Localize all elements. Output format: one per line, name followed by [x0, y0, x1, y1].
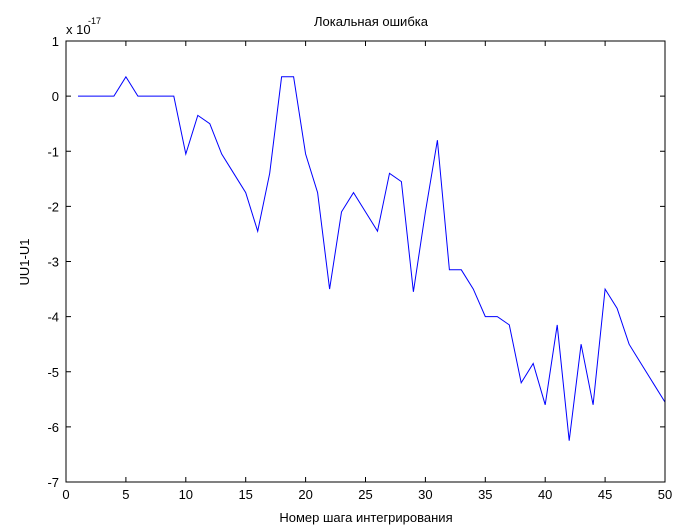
- chart-title: Локальная ошибка: [314, 14, 429, 29]
- x-tick-label: 0: [62, 487, 69, 502]
- y-tick-label: 0: [52, 89, 59, 104]
- y-tick-label: -1: [47, 144, 59, 159]
- x-tick-label: 45: [598, 487, 612, 502]
- y-axis-label: UU1-U1: [17, 239, 32, 286]
- y-tick-label: 1: [52, 34, 59, 49]
- x-tick-label: 50: [658, 487, 672, 502]
- series-line: [78, 75, 666, 441]
- multiplier-exponent: -17: [88, 16, 101, 26]
- y-tick-label: -6: [47, 420, 59, 435]
- x-tick-label: 10: [179, 487, 193, 502]
- x-tick-label: 15: [238, 487, 252, 502]
- y-tick-label: -2: [47, 199, 59, 214]
- x-tick-label: 40: [538, 487, 552, 502]
- x-tick-label: 5: [122, 487, 129, 502]
- x-tick-label: 20: [298, 487, 312, 502]
- plot-area-frame: [65, 40, 666, 483]
- x-tick-label: 30: [418, 487, 432, 502]
- y-tick-label: -5: [47, 365, 59, 380]
- x-axis-label: Номер шага интегрирования: [279, 510, 452, 525]
- series-layer: [78, 75, 666, 441]
- multiplier-base: x 10: [66, 22, 91, 37]
- x-tick-label: 25: [358, 487, 372, 502]
- y-axis-multiplier: x 10 -17: [66, 16, 101, 37]
- x-tick-label: 35: [478, 487, 492, 502]
- y-tick-label: -3: [47, 255, 59, 270]
- y-tick-label: -7: [47, 475, 59, 490]
- y-tick-label: -4: [47, 310, 59, 325]
